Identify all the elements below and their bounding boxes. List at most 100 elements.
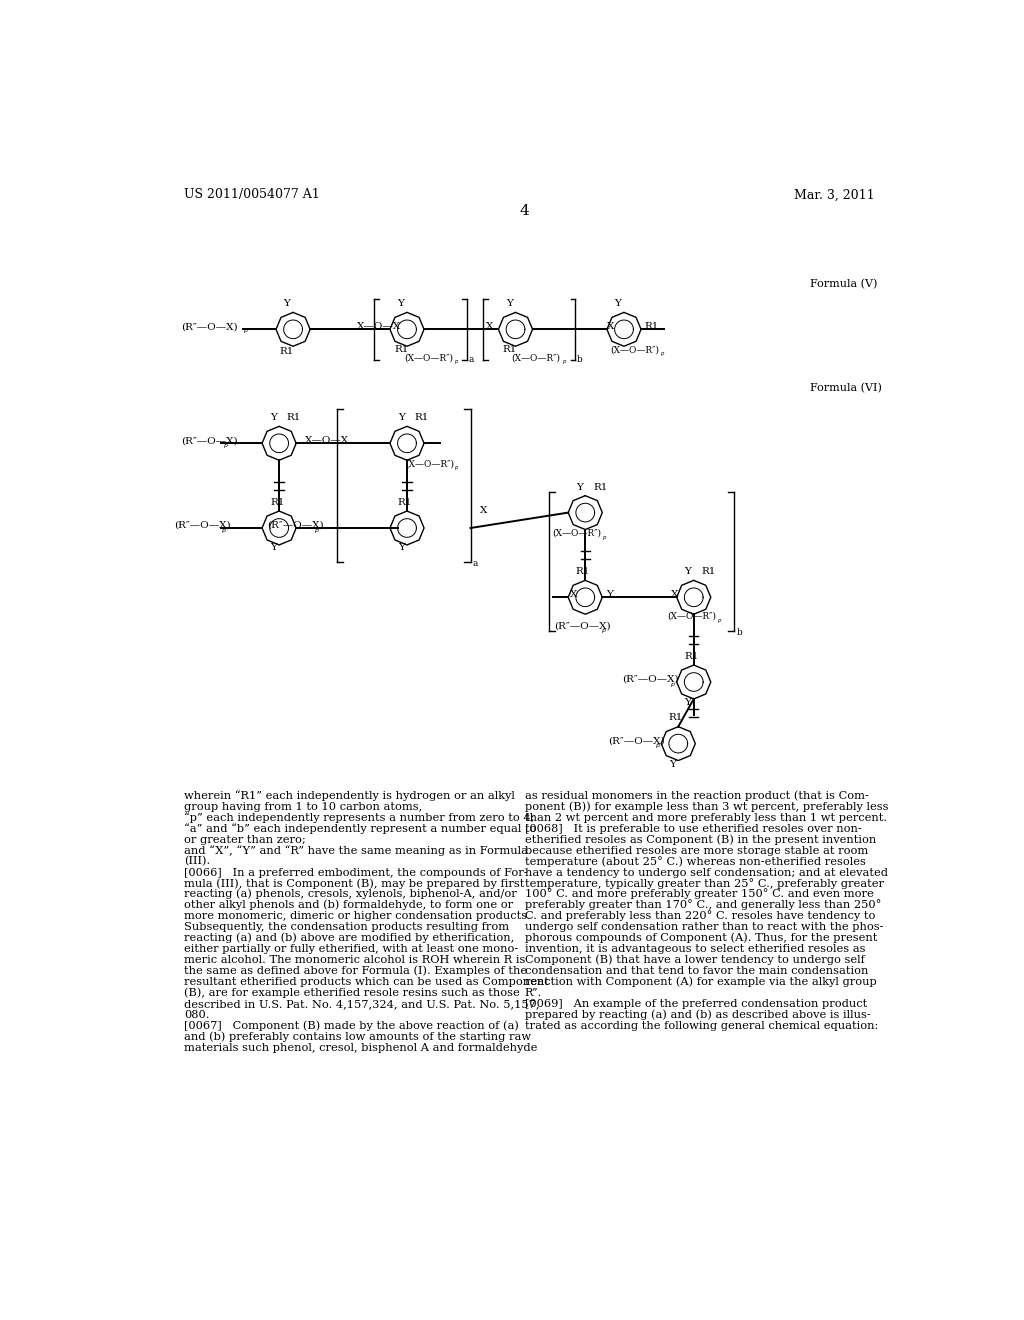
Text: X: X: [607, 322, 614, 331]
Text: other alkyl phenols and (b) formaldehyde, to form one or: other alkyl phenols and (b) formaldehyde…: [183, 900, 513, 911]
Text: preferably greater than 170° C., and generally less than 250°: preferably greater than 170° C., and gen…: [524, 899, 882, 911]
Text: than 2 wt percent and more preferably less than 1 wt percent.: than 2 wt percent and more preferably le…: [524, 813, 887, 822]
Text: Y: Y: [397, 300, 404, 309]
Text: (B), are for example etherified resole resins such as those: (B), are for example etherified resole r…: [183, 987, 519, 998]
Text: R1: R1: [415, 413, 429, 422]
Text: and “X”, “Y” and “R” have the same meaning as in Formula: and “X”, “Y” and “R” have the same meani…: [183, 845, 527, 855]
Text: R1: R1: [575, 568, 590, 577]
Text: (R″—O—X): (R″—O—X): [180, 322, 238, 331]
Text: R1: R1: [644, 322, 658, 331]
Text: prepared by reacting (a) and (b) as described above is illus-: prepared by reacting (a) and (b) as desc…: [524, 1010, 870, 1020]
Text: Y: Y: [397, 413, 404, 422]
Text: resultant etherified products which can be used as Component: resultant etherified products which can …: [183, 977, 549, 987]
Text: $_p$: $_p$: [314, 527, 319, 536]
Text: (R″—O—X): (R″—O—X): [267, 521, 325, 531]
Text: $_p$: $_p$: [601, 627, 606, 636]
Text: $_p$: $_p$: [454, 465, 459, 473]
Text: “p” each independently represents a number from zero to 4;: “p” each independently represents a numb…: [183, 812, 535, 822]
Text: b: b: [577, 355, 583, 364]
Text: phorous compounds of Component (A). Thus, for the present: phorous compounds of Component (A). Thus…: [524, 933, 878, 944]
Text: Y: Y: [684, 568, 691, 577]
Text: the same as defined above for Formula (I). Examples of the: the same as defined above for Formula (I…: [183, 965, 527, 975]
Text: R1: R1: [593, 483, 607, 491]
Text: R1: R1: [394, 346, 409, 355]
Text: $_p$: $_p$: [671, 681, 676, 689]
Text: and (b) preferably contains low amounts of the starting raw: and (b) preferably contains low amounts …: [183, 1031, 530, 1041]
Text: materials such phenol, cresol, bisphenol A and formaldehyde: materials such phenol, cresol, bisphenol…: [183, 1043, 538, 1052]
Text: (R″—O—X): (R″—O—X): [608, 737, 666, 746]
Text: “a” and “b” each independently represent a number equal to: “a” and “b” each independently represent…: [183, 824, 537, 834]
Text: Mar. 3, 2011: Mar. 3, 2011: [795, 189, 876, 202]
Text: (R″—O—X): (R″—O—X): [174, 521, 231, 531]
Text: X—O—X: X—O—X: [305, 437, 349, 445]
Text: or greater than zero;: or greater than zero;: [183, 834, 305, 845]
Text: (R″—O—X): (R″—O—X): [554, 622, 611, 630]
Text: 4: 4: [520, 203, 529, 218]
Text: R1: R1: [270, 498, 285, 507]
Text: R1: R1: [669, 714, 683, 722]
Text: [0069]   An example of the preferred condensation product: [0069] An example of the preferred conde…: [524, 999, 867, 1008]
Text: 080.: 080.: [183, 1010, 209, 1020]
Text: Y: Y: [606, 590, 613, 599]
Text: (X—O—R″): (X—O—R″): [610, 346, 659, 355]
Text: C. and preferably less than 220° C. resoles have tendency to: C. and preferably less than 220° C. reso…: [524, 911, 876, 921]
Text: temperature, typically greater than 25° C., preferably greater: temperature, typically greater than 25° …: [524, 878, 884, 888]
Text: R1: R1: [397, 498, 412, 507]
Text: 100° C. and more preferably greater 150° C. and even more: 100° C. and more preferably greater 150°…: [524, 888, 873, 899]
Text: X: X: [480, 506, 487, 515]
Text: R1: R1: [701, 568, 716, 577]
Text: b: b: [736, 628, 742, 638]
Text: temperature (about 25° C.) whereas non-etherified resoles: temperature (about 25° C.) whereas non-e…: [524, 855, 865, 867]
Text: [0066]   In a preferred embodiment, the compounds of For-: [0066] In a preferred embodiment, the co…: [183, 867, 527, 878]
Text: R1: R1: [280, 347, 294, 356]
Text: have a tendency to undergo self condensation; and at elevated: have a tendency to undergo self condensa…: [524, 867, 888, 878]
Text: R”.: R”.: [524, 987, 542, 998]
Text: Y: Y: [669, 760, 676, 768]
Text: invention, it is advantageous to select etherified resoles as: invention, it is advantageous to select …: [524, 944, 865, 954]
Text: $_p$: $_p$: [221, 527, 227, 536]
Text: reacting (a) and (b) above are modified by etherification,: reacting (a) and (b) above are modified …: [183, 933, 514, 944]
Text: (X—O—R″): (X—O—R″): [512, 354, 560, 362]
Text: (X—O—R″): (X—O—R″): [406, 459, 455, 469]
Text: Y: Y: [270, 543, 276, 552]
Text: X: X: [671, 590, 678, 599]
Text: condensation and that tend to favor the main condensation: condensation and that tend to favor the …: [524, 966, 868, 975]
Text: trated as according the following general chemical equation:: trated as according the following genera…: [524, 1020, 878, 1031]
Text: as residual monomers in the reaction product (that is Com-: as residual monomers in the reaction pro…: [524, 791, 868, 801]
Text: meric alcohol. The monomeric alcohol is ROH wherein R is: meric alcohol. The monomeric alcohol is …: [183, 956, 525, 965]
Text: X: X: [569, 590, 578, 599]
Text: R1: R1: [503, 346, 517, 355]
Text: Component (B) that have a lower tendency to undergo self: Component (B) that have a lower tendency…: [524, 954, 864, 965]
Text: $_p$: $_p$: [562, 359, 567, 367]
Text: ponent (B)) for example less than 3 wt percent, preferably less: ponent (B)) for example less than 3 wt p…: [524, 801, 888, 812]
Text: $_p$: $_p$: [243, 327, 249, 337]
Text: more monomeric, dimeric or higher condensation products.: more monomeric, dimeric or higher conden…: [183, 911, 530, 921]
Text: either partially or fully etherified, with at least one mono-: either partially or fully etherified, wi…: [183, 944, 518, 954]
Text: Y: Y: [284, 300, 291, 309]
Text: Y: Y: [397, 543, 404, 552]
Text: Subsequently, the condensation products resulting from: Subsequently, the condensation products …: [183, 923, 509, 932]
Text: a: a: [468, 355, 473, 364]
Text: Y: Y: [575, 483, 583, 491]
Text: (X—O—R″): (X—O—R″): [553, 529, 602, 537]
Text: X—O—X: X—O—X: [356, 322, 400, 331]
Text: reaction with Component (A) for example via the alkyl group: reaction with Component (A) for example …: [524, 977, 877, 987]
Text: [0068]   It is preferable to use etherified resoles over non-: [0068] It is preferable to use etherifie…: [524, 824, 861, 834]
Text: Y: Y: [270, 413, 276, 422]
Text: (III).: (III).: [183, 857, 210, 867]
Text: Y: Y: [506, 300, 513, 309]
Text: undergo self condensation rather than to react with the phos-: undergo self condensation rather than to…: [524, 923, 884, 932]
Text: Formula (V): Formula (V): [810, 279, 878, 289]
Text: [0067]   Component (B) made by the above reaction of (a): [0067] Component (B) made by the above r…: [183, 1020, 519, 1031]
Text: because etherified resoles are more storage stable at room: because etherified resoles are more stor…: [524, 846, 868, 855]
Text: $_p$: $_p$: [655, 742, 660, 751]
Text: $_p$: $_p$: [222, 442, 228, 451]
Text: R1: R1: [287, 413, 301, 422]
Text: $_p$: $_p$: [717, 618, 722, 626]
Text: (R″—O—X): (R″—O—X): [623, 675, 679, 684]
Text: mula (III), that is Component (B), may be prepared by first: mula (III), that is Component (B), may b…: [183, 878, 524, 888]
Text: described in U.S. Pat. No. 4,157,324, and U.S. Pat. No. 5,157,: described in U.S. Pat. No. 4,157,324, an…: [183, 999, 540, 1008]
Text: Y: Y: [614, 300, 622, 309]
Text: X: X: [486, 322, 494, 331]
Text: Formula (VI): Formula (VI): [810, 383, 882, 393]
